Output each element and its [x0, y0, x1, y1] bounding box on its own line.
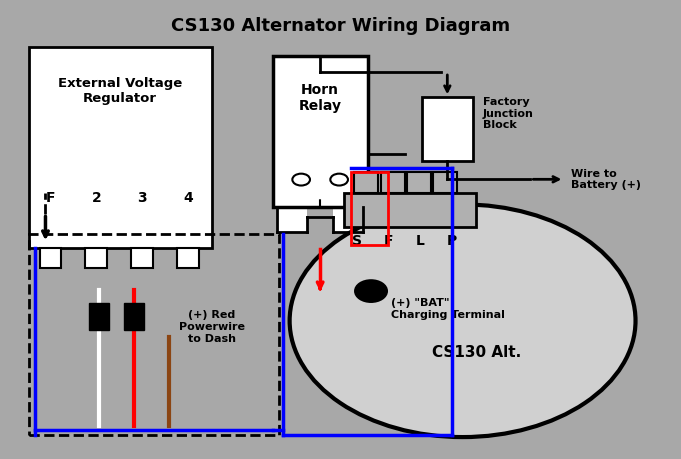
Bar	[124, 303, 144, 330]
Text: S: S	[353, 234, 362, 248]
Text: F: F	[46, 190, 55, 205]
Circle shape	[355, 280, 387, 302]
Bar	[272, 56, 368, 207]
Bar	[354, 173, 378, 193]
Text: CS130 Alt.: CS130 Alt.	[432, 345, 521, 360]
Text: 3: 3	[138, 190, 147, 205]
Text: 2: 2	[91, 190, 101, 205]
Bar	[39, 248, 61, 268]
Text: P: P	[447, 234, 457, 248]
Text: (+) "BAT"
Charging Terminal: (+) "BAT" Charging Terminal	[392, 298, 505, 319]
Bar	[131, 248, 153, 268]
Text: F: F	[384, 234, 394, 248]
Text: Wire to
Battery (+): Wire to Battery (+)	[571, 168, 641, 190]
Text: External Voltage
Regulator: External Voltage Regulator	[58, 77, 183, 105]
Bar	[422, 97, 473, 161]
Text: CS130 Alternator Wiring Diagram: CS130 Alternator Wiring Diagram	[171, 17, 510, 35]
Bar	[277, 207, 307, 232]
Circle shape	[330, 174, 348, 185]
Circle shape	[289, 204, 635, 437]
Text: (+) Red
Powerwire
to Dash: (+) Red Powerwire to Dash	[178, 310, 244, 343]
Bar	[29, 47, 212, 248]
Bar	[85, 248, 107, 268]
Bar	[381, 173, 405, 193]
Text: Factory
Junction
Block: Factory Junction Block	[483, 97, 534, 130]
Bar	[351, 173, 388, 246]
Text: Horn
Relay: Horn Relay	[299, 83, 342, 113]
Bar	[333, 207, 363, 232]
Bar	[29, 234, 279, 435]
Bar	[344, 193, 476, 227]
Circle shape	[292, 174, 310, 185]
Bar	[407, 173, 431, 193]
Bar	[433, 173, 458, 193]
Text: L: L	[416, 234, 425, 248]
Text: 4: 4	[183, 190, 193, 205]
Bar	[89, 303, 109, 330]
Bar	[177, 248, 199, 268]
